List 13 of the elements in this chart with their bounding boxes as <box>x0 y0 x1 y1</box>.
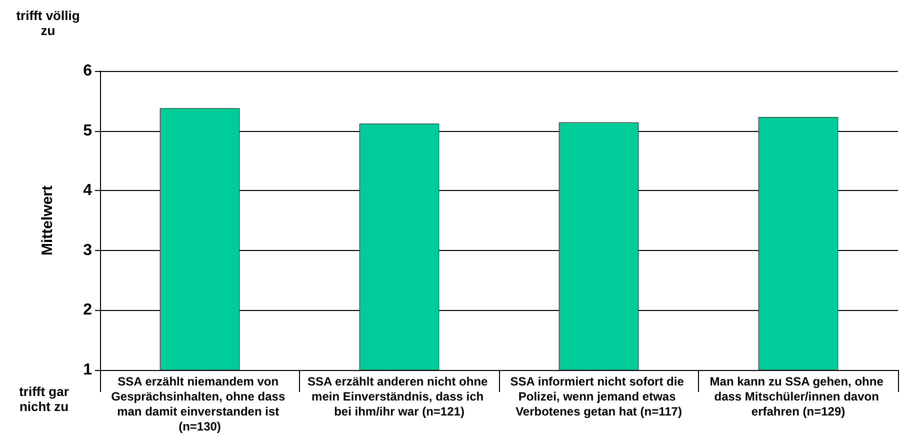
y-tick-label: 2 <box>83 302 92 319</box>
y-tick-label: 3 <box>83 242 92 259</box>
y-tick-label: 4 <box>83 182 92 200</box>
text: trifft gar nicht zu <box>18 384 70 414</box>
y-axis-title: Mittelwert <box>39 185 56 256</box>
text: trifft völlig zu <box>15 8 81 38</box>
x-tick-label: SSA informiert nicht sofort die Polizei, wenn jemand etwas Verbotenes getan hat (n=117) <box>510 374 688 418</box>
y-tick-label: 5 <box>83 122 92 140</box>
x-tick-label: SSA erzählt anderen nicht ohne mein Einverständnis, dass ich bei ihm/ihr war (n=121) <box>307 374 492 418</box>
y-tick-label: 1 <box>83 362 92 378</box>
x-tick-label: Man kann zu SSA gehen, ohne dass Mitschüler/innen davon erfahren (n=129) <box>710 374 887 418</box>
x-tick-label: SSA erzählt niemandem von Gesprächsinhalten, ohne dass man damit einverstanden ist (n=130) <box>111 374 288 434</box>
y-tick-label: 6 <box>83 62 92 80</box>
